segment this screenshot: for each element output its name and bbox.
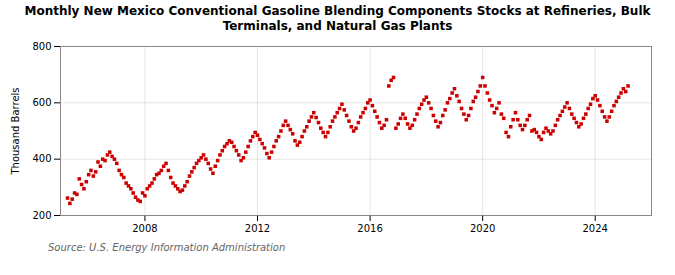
html-text:Monthly New Mexico Conventiona: Monthly New Mexico Conventional Gasoline… [24,4,651,33]
svg-text:Thousand Barrels: Thousand Barrels [10,87,21,175]
svg-text:800: 800 [32,41,51,52]
svg-text:600: 600 [32,97,51,108]
svg-text:2008: 2008 [132,223,157,234]
svg-text:400: 400 [32,153,51,164]
svg-text:200: 200 [32,210,51,221]
svg-text:2020: 2020 [470,223,495,234]
svg-text:2024: 2024 [582,223,607,234]
svg-text:2016: 2016 [357,223,382,234]
svg-text:2012: 2012 [245,223,270,234]
html-text:Source: U.S. Energy Informatio: Source: U.S. Energy Information Administ… [48,242,286,253]
